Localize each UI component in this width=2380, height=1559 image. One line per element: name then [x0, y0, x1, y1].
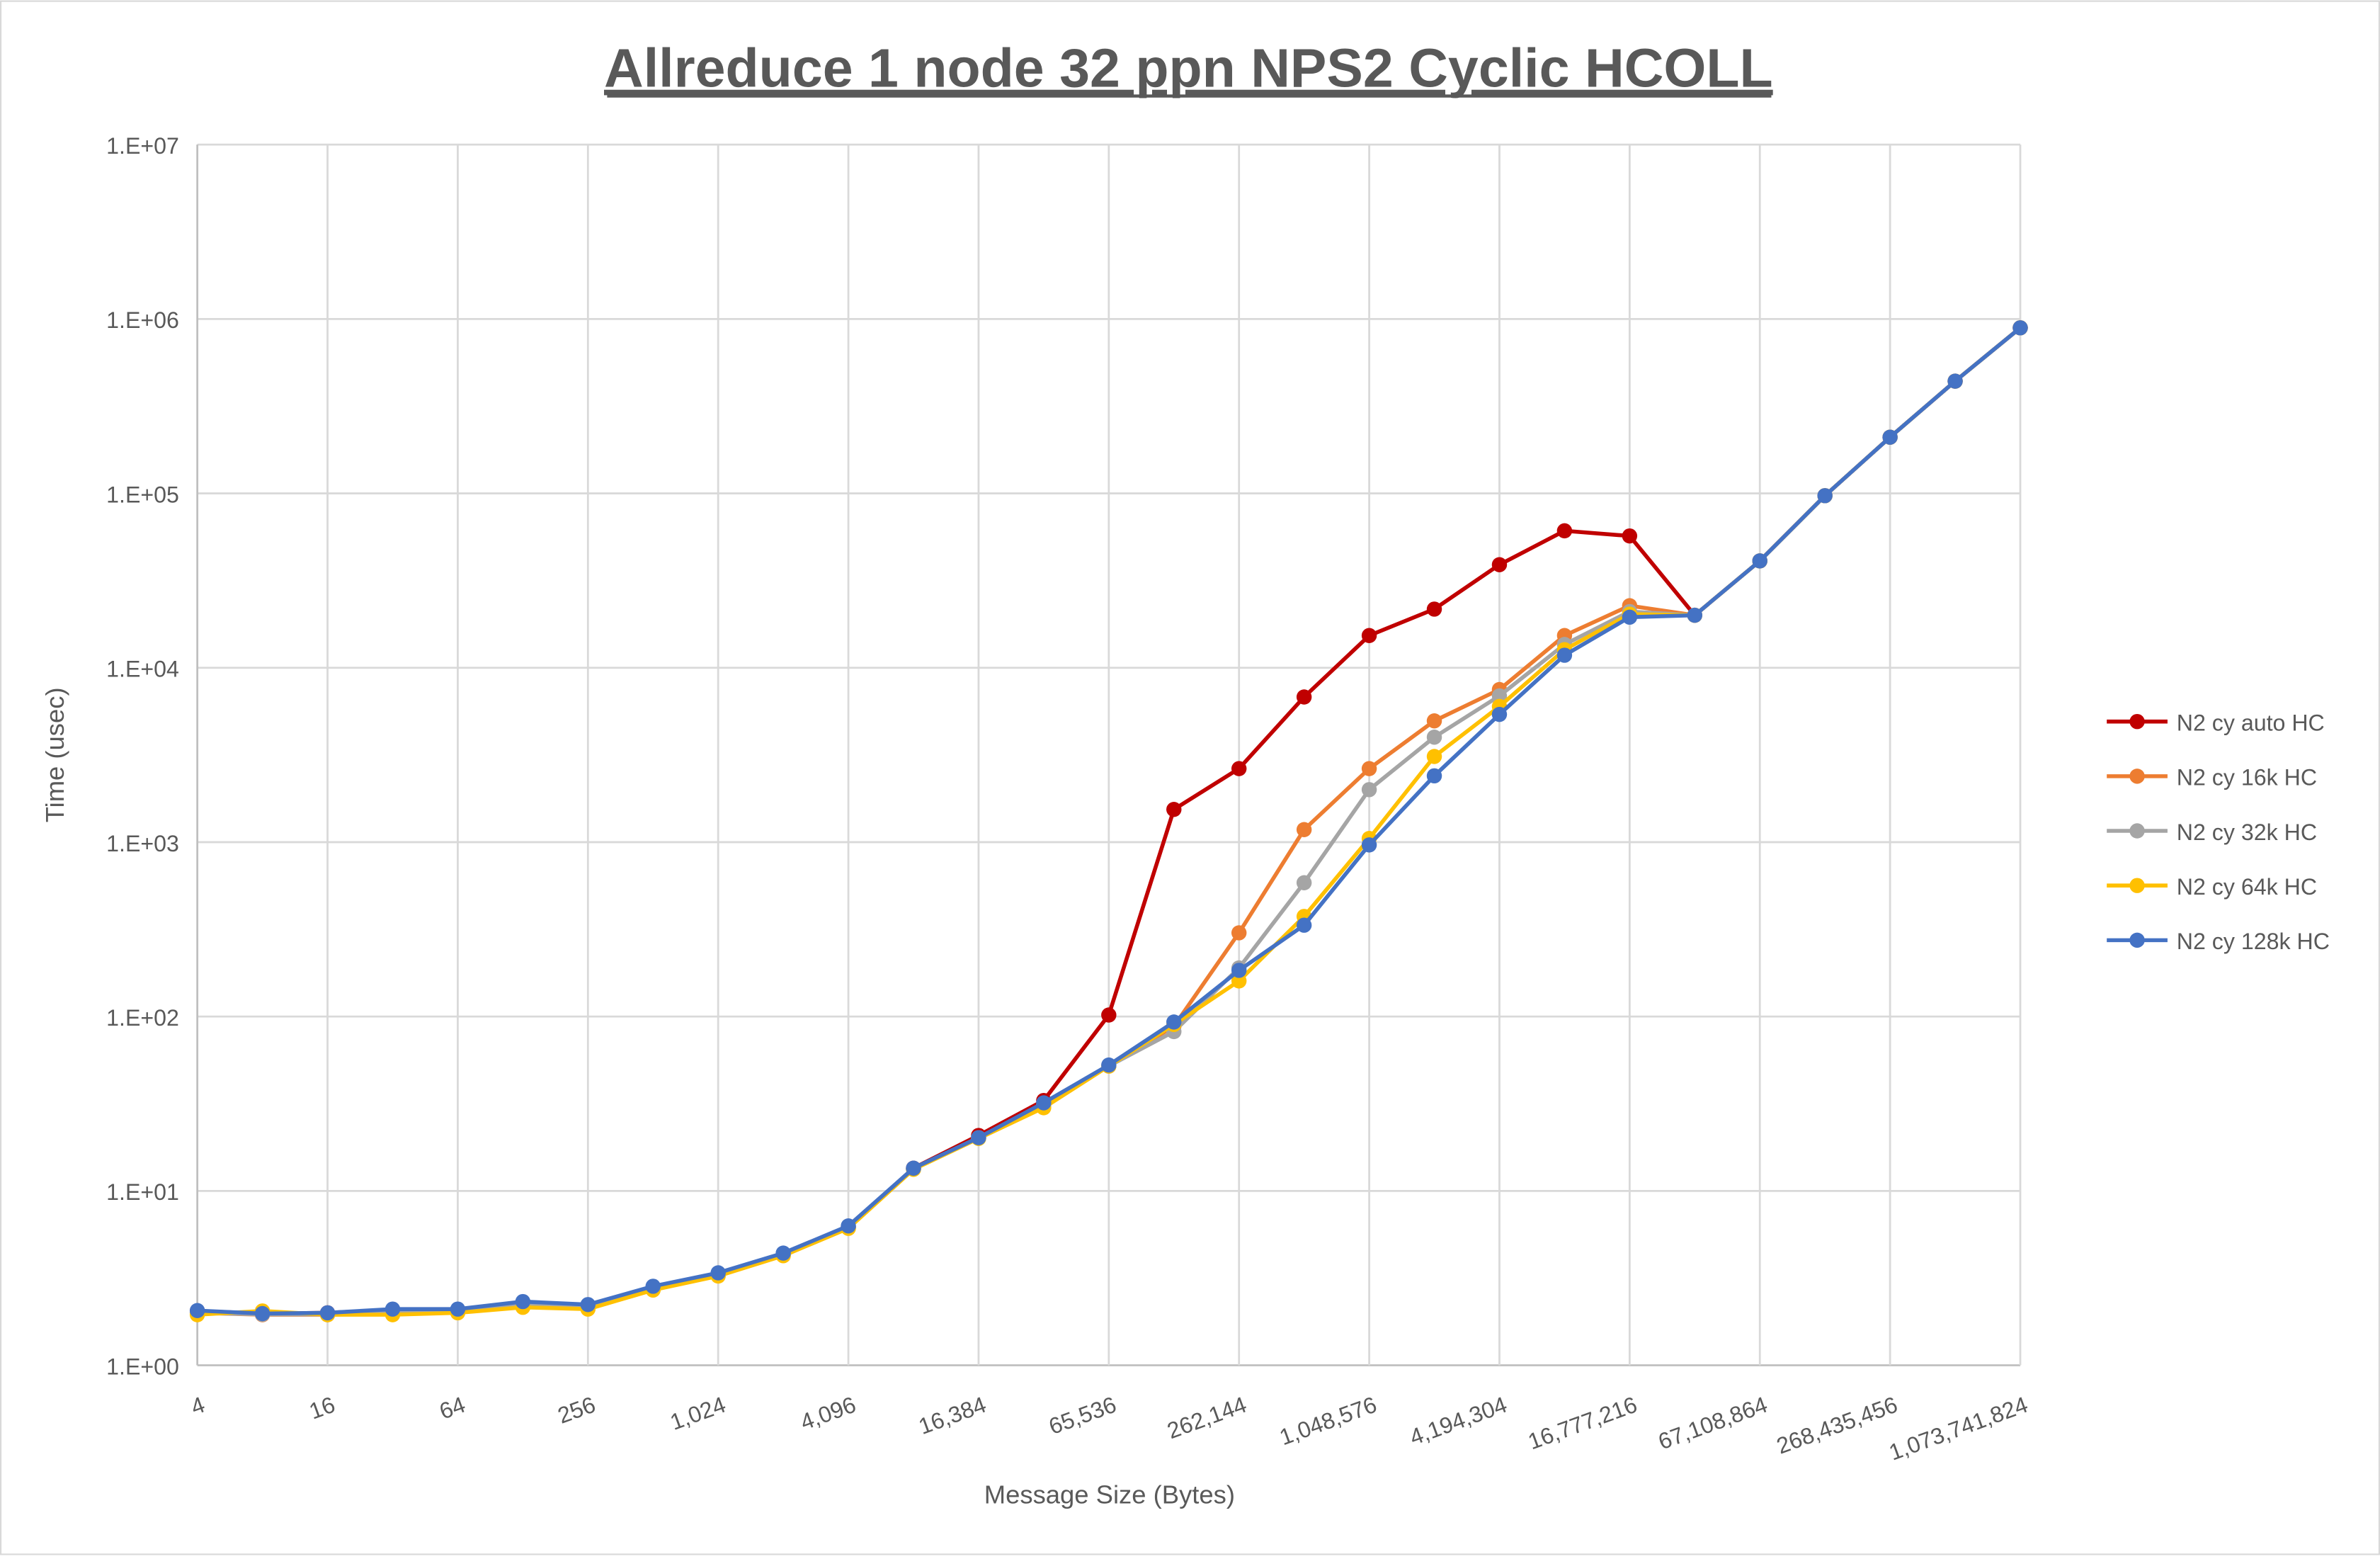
data-point	[1556, 523, 1573, 539]
data-point	[1231, 973, 1247, 989]
legend-item: N2 cy auto HC	[2107, 710, 2325, 736]
data-point	[775, 1245, 791, 1261]
legend-item: N2 cy 64k HC	[2107, 874, 2317, 900]
data-point	[1622, 528, 1638, 544]
data-point	[841, 1218, 856, 1234]
data-point	[1947, 373, 1963, 389]
data-point	[1491, 688, 1508, 704]
legend-marker	[2129, 823, 2145, 839]
data-point	[450, 1301, 466, 1317]
data-point	[580, 1297, 596, 1313]
y-tick-label: 1.E+07	[106, 133, 179, 159]
y-tick-labels: 1.E+00 1.E+01 1.E+02 1.E+03 1.E+04 1.E+05 1.E+…	[106, 133, 179, 1379]
chart-title: Allreduce 1 node 32 ppn NPS2 Cyclic HCOL…	[604, 38, 1773, 99]
y-tick-label: 1.E+05	[106, 482, 179, 507]
data-point	[1296, 917, 1312, 933]
y-tick-label: 1.E+03	[106, 831, 179, 856]
legend-item: N2 cy 32k HC	[2107, 820, 2317, 845]
data-point	[1231, 963, 1247, 978]
y-axis-title: Time (usec)	[40, 687, 69, 822]
data-point	[385, 1301, 401, 1317]
y-tick-label: 1.E+01	[106, 1179, 179, 1205]
legend-label: N2 cy 16k HC	[2177, 765, 2317, 790]
legend-label: N2 cy 128k HC	[2177, 929, 2330, 954]
data-point	[1101, 1007, 1117, 1023]
data-point	[319, 1305, 336, 1321]
legend-label: N2 cy 32k HC	[2177, 820, 2317, 845]
legend-item: N2 cy 16k HC	[2107, 765, 2317, 790]
data-point	[1491, 557, 1508, 572]
data-point	[645, 1279, 661, 1294]
data-point	[1166, 1014, 1182, 1030]
legend-item: N2 cy 128k HC	[2107, 929, 2330, 954]
data-point	[1036, 1095, 1052, 1111]
y-tick-label: 1.E+02	[106, 1005, 179, 1031]
data-point	[1817, 488, 1833, 504]
data-point	[254, 1305, 271, 1322]
data-point	[1166, 802, 1182, 817]
data-point	[1556, 647, 1573, 663]
data-point	[906, 1160, 921, 1176]
data-point	[1882, 429, 1898, 445]
data-point	[1426, 730, 1442, 745]
data-point	[1752, 553, 1767, 569]
data-point	[1426, 768, 1442, 784]
data-point	[1491, 706, 1508, 722]
data-point	[1296, 822, 1312, 837]
legend-marker	[2129, 932, 2145, 948]
data-point	[189, 1303, 205, 1318]
y-tick-label: 1.E+00	[106, 1354, 179, 1379]
legend-marker	[2129, 769, 2145, 784]
data-point	[1426, 601, 1442, 617]
data-point	[1361, 628, 1377, 643]
data-point	[710, 1265, 726, 1281]
data-point	[1296, 875, 1312, 890]
y-tick-label: 1.E+06	[106, 307, 179, 333]
data-point	[1426, 749, 1442, 764]
data-point	[1296, 689, 1312, 705]
y-tick-label: 1.E+04	[106, 657, 179, 682]
data-point	[1101, 1057, 1117, 1073]
series-lines	[189, 320, 2028, 1322]
data-point	[1361, 782, 1377, 798]
data-point	[971, 1130, 986, 1145]
series-n2-cy-128k-hc	[189, 320, 2028, 1322]
legend-marker	[2129, 713, 2145, 730]
data-point	[1361, 761, 1377, 776]
legend-marker	[2129, 878, 2145, 893]
legend: N2 cy auto HC N2 cy 16k HC N2 cy 32k HC N2 …	[2107, 710, 2330, 954]
data-point	[1361, 837, 1377, 853]
x-axis-title: Message Size (Bytes)	[984, 1480, 1235, 1509]
data-point	[1231, 761, 1247, 776]
data-point	[1687, 607, 1703, 623]
data-point	[2012, 320, 2028, 336]
data-point	[515, 1293, 531, 1310]
legend-label: N2 cy auto HC	[2177, 710, 2325, 736]
legend-label: N2 cy 64k HC	[2177, 874, 2317, 900]
data-point	[1231, 925, 1247, 941]
gridlines	[196, 143, 2022, 1366]
data-point	[1426, 713, 1442, 729]
data-point	[1622, 609, 1638, 625]
